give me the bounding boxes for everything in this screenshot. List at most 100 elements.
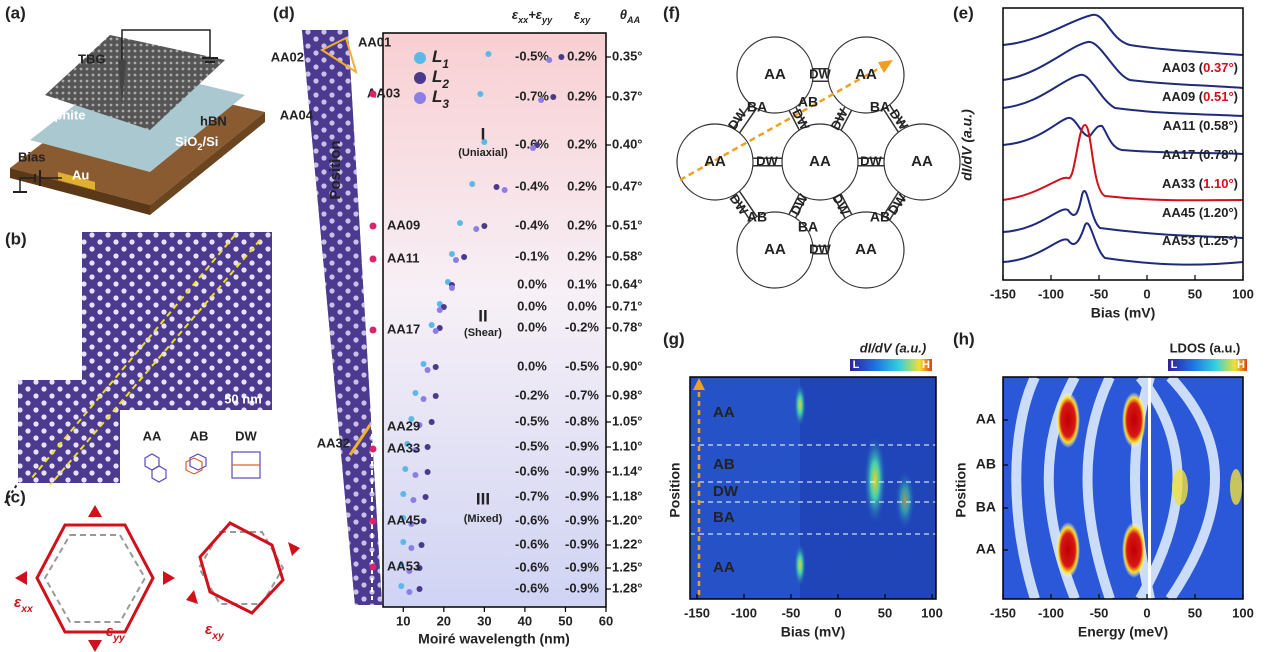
legend-marker xyxy=(414,92,426,104)
text-part: /Si xyxy=(202,134,218,149)
region-label: AB xyxy=(713,456,735,473)
site-marker xyxy=(369,563,377,571)
site-label: AA02 xyxy=(271,49,304,64)
regime-desc: (Mixed) xyxy=(464,513,503,525)
panel-label: (a) xyxy=(5,3,26,22)
wavelength-point xyxy=(400,539,407,545)
wavelength-point xyxy=(416,422,423,428)
text-part: L xyxy=(432,87,442,106)
curve-label: AA53 (1.25°) xyxy=(1162,233,1238,248)
wavelength-point xyxy=(410,497,417,503)
strain-label: εyy xyxy=(106,623,126,644)
site-label: AA29 xyxy=(387,418,420,433)
text-part: ) xyxy=(1234,89,1238,104)
strain-sum: -0.6% xyxy=(515,512,549,527)
text-part: ε xyxy=(574,7,581,22)
wavelength-point xyxy=(420,396,427,402)
text-part: 2 xyxy=(441,77,449,91)
strain-shear: -0.9% xyxy=(565,512,599,527)
panel-label: (h) xyxy=(953,329,975,348)
twist-angle: 0.78° xyxy=(612,319,643,334)
curve-label: AA17 (0.78°) xyxy=(1162,147,1238,162)
region-label: DW xyxy=(713,483,739,500)
wavelength-point xyxy=(432,364,439,370)
wavelength-point xyxy=(477,91,484,97)
wavelength-point xyxy=(418,542,425,548)
wavelength-point xyxy=(485,51,492,57)
text-part: L xyxy=(432,67,442,86)
strain-shear: 0.2% xyxy=(567,217,597,232)
twist-angle: 0.51° xyxy=(612,217,643,232)
strain-sum: -0.6% xyxy=(515,136,549,151)
x-tick-label: -100 xyxy=(1038,286,1064,301)
text-part: ε xyxy=(14,594,22,611)
site-label: AA09 xyxy=(387,217,420,232)
strain-label: εxx xyxy=(14,594,34,615)
wavelength-point xyxy=(400,515,407,521)
strain-sum: -0.6% xyxy=(515,536,549,551)
x-tick-label: -100 xyxy=(1038,605,1064,620)
x-tick-label: 50 xyxy=(1188,286,1202,301)
wavelength-point xyxy=(404,441,411,447)
wavelength-point xyxy=(558,54,565,60)
wavelength-point xyxy=(406,568,413,574)
twist-angle: 0.64° xyxy=(612,276,643,291)
colorbar xyxy=(1168,359,1247,371)
strain-shear: -0.9% xyxy=(565,580,599,595)
wavelength-point xyxy=(424,367,431,373)
colorbar-title: LDOS (a.u.) xyxy=(1170,340,1241,355)
x-tick-label: -150 xyxy=(990,605,1016,620)
strain-shear: -0.9% xyxy=(565,463,599,478)
site-marker xyxy=(369,326,377,334)
site-marker xyxy=(369,90,377,98)
twist-angle: 1.28° xyxy=(612,580,643,595)
text-part: ε xyxy=(106,623,114,640)
text-part: L xyxy=(432,47,442,66)
colorbar-high: H xyxy=(1237,359,1245,371)
wavelength-point xyxy=(406,589,413,595)
x-tick-label: 100 xyxy=(1232,286,1254,301)
strain-shear: 0.2% xyxy=(567,136,597,151)
wavelength-point xyxy=(428,322,435,328)
strain-sum: -0.5% xyxy=(515,438,549,453)
colorbar-title: dI/dV (a.u.) xyxy=(860,340,926,355)
scale-bar-label: 50 nm xyxy=(224,391,262,406)
x-tick-label: 0 xyxy=(1143,286,1150,301)
colorbar xyxy=(850,359,932,371)
twist-angle: 1.18° xyxy=(612,488,643,503)
strain-shear: -0.9% xyxy=(565,438,599,453)
legend-marker xyxy=(414,52,426,64)
twist-angle: 1.25° xyxy=(612,559,643,574)
text-part: +ε xyxy=(528,7,543,22)
x-tick-label: -50 xyxy=(782,605,801,620)
strain-shear: -0.8% xyxy=(565,413,599,428)
wavelength-point xyxy=(408,416,415,422)
didv-map xyxy=(690,377,936,599)
strain-sum: -0.6% xyxy=(515,559,549,574)
site-label: AA04 xyxy=(280,107,314,122)
wavelength-point xyxy=(461,254,468,260)
domain-label: BA xyxy=(798,219,818,235)
regime-name: III xyxy=(476,489,490,508)
twist-angle: 0.98° xyxy=(612,387,643,402)
plot-background xyxy=(383,33,606,607)
legend-label: L2 xyxy=(432,67,449,91)
twist-angle: 1.05° xyxy=(612,413,643,428)
graphite-label: Graphite xyxy=(32,107,85,122)
wavelength-point xyxy=(400,491,407,497)
text-part: 1.10° xyxy=(1203,176,1234,191)
wavelength-point xyxy=(408,545,415,551)
strain-sum: -0.4% xyxy=(515,217,549,232)
text-part: AA11 (0.58°) xyxy=(1163,118,1238,133)
wavelength-point xyxy=(420,518,427,524)
region-label: AA xyxy=(713,559,735,576)
site-label: AA01 xyxy=(358,34,391,49)
curve-label: AA45 (1.20°) xyxy=(1162,205,1238,220)
stacking-label: DW xyxy=(235,428,257,443)
y-axis-label: dI/dV (a.u.) xyxy=(959,109,975,181)
wavelength-point xyxy=(550,94,557,100)
strain-sum: -0.6% xyxy=(515,580,549,595)
x-tick-label: 20 xyxy=(437,613,451,628)
regime-name: I xyxy=(481,124,486,143)
site-marker xyxy=(369,222,377,230)
